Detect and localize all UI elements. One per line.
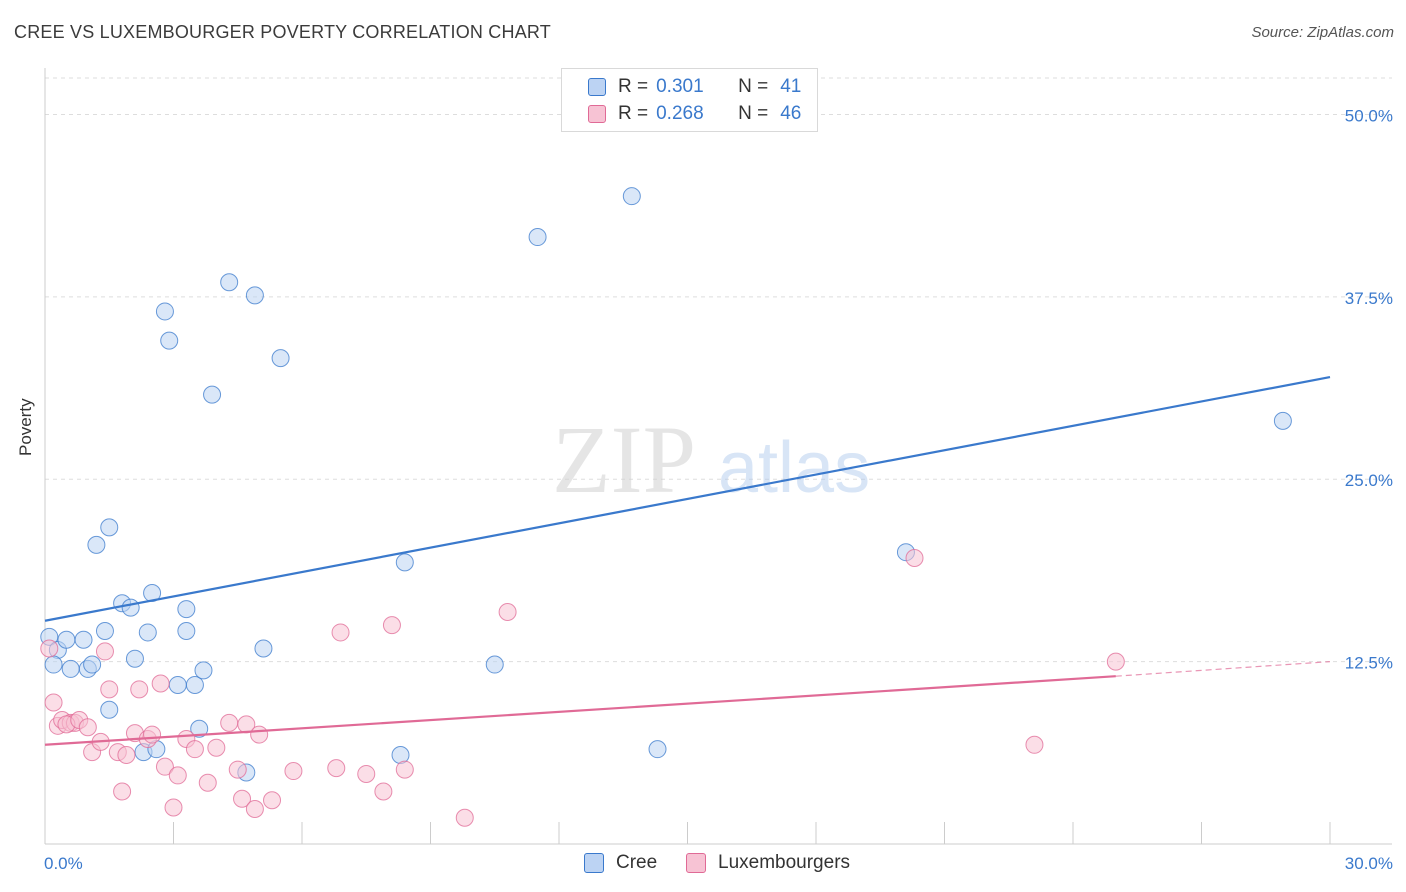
cree-point <box>177 600 196 619</box>
cree-point <box>220 273 239 292</box>
cree-point <box>61 659 80 678</box>
cree-point <box>528 228 547 247</box>
lux-point <box>327 759 346 778</box>
lux-point <box>455 808 474 827</box>
y-tick-label: 50.0% <box>1345 106 1393 125</box>
cree-point <box>194 661 213 680</box>
cree-point <box>485 655 504 674</box>
cree-point <box>168 675 187 694</box>
lux-point <box>185 740 204 759</box>
lux-point <box>905 549 924 568</box>
lux-point <box>331 623 350 642</box>
lux-point <box>78 718 97 737</box>
cree-point <box>177 621 196 640</box>
legend-n-value-cree: 41 <box>780 76 802 97</box>
lux-trend-extension <box>1115 661 1331 677</box>
legend-swatch-cree <box>588 78 606 96</box>
lux-point <box>1106 652 1125 671</box>
y-tick-label: 12.5% <box>1345 654 1393 673</box>
lux-point <box>155 757 174 776</box>
lux-point <box>130 680 149 699</box>
lux-point <box>44 693 63 712</box>
lux-point <box>164 798 183 817</box>
cree-point <box>395 553 414 572</box>
y-tick-label: 37.5% <box>1345 289 1393 308</box>
cree-point <box>100 700 119 719</box>
cree-point <box>138 623 157 642</box>
bottom-legend-label-cree: Cree <box>616 852 658 873</box>
bottom-legend-swatch-lux <box>686 853 706 873</box>
watermark-zip: ZIP <box>552 406 696 513</box>
legend-n-label: N = <box>738 103 769 124</box>
cree-point <box>160 331 179 350</box>
x-tick-label: 30.0% <box>1345 854 1393 873</box>
legend-r-label: R = <box>618 76 649 97</box>
lux-point <box>263 791 282 810</box>
cree-point <box>155 302 174 321</box>
cree-point <box>125 649 144 668</box>
legend-row-cree: R = 0.301 N = 41 <box>588 75 801 99</box>
lux-point <box>374 782 393 801</box>
source-label: Source: ZipAtlas.com <box>1251 24 1394 41</box>
legend-swatch-lux <box>588 105 606 123</box>
cree-point <box>254 639 273 658</box>
cree-point <box>203 385 222 404</box>
legend-r-label: R = <box>618 103 649 124</box>
cree-point <box>57 630 76 649</box>
legend-row-lux: R = 0.268 N = 46 <box>588 102 801 126</box>
cree-point <box>648 740 667 759</box>
legend-n-value-lux: 46 <box>780 103 802 124</box>
cree-point <box>1273 411 1292 430</box>
bottom-legend-swatch-cree <box>584 853 604 873</box>
cree-point <box>121 598 140 617</box>
cree-point <box>190 719 209 738</box>
cree-point <box>100 518 119 537</box>
lux-point <box>498 603 517 622</box>
y-tick-label: 25.0% <box>1345 471 1393 490</box>
lux-point <box>357 764 376 783</box>
cree-point <box>87 535 106 554</box>
lux-point <box>117 745 136 764</box>
lux-point <box>151 674 170 693</box>
lux-point <box>143 725 162 744</box>
lux-point <box>284 762 303 781</box>
cree-trend-line <box>44 376 1331 622</box>
lux-point <box>228 760 247 779</box>
lux-point <box>245 799 264 818</box>
legend-n-label: N = <box>738 76 769 97</box>
lux-point <box>40 639 59 658</box>
lux-point <box>395 760 414 779</box>
chart-title: CREE VS LUXEMBOURGER POVERTY CORRELATION… <box>14 22 551 42</box>
legend-r-value-lux: 0.268 <box>656 103 704 124</box>
cree-point <box>622 187 641 206</box>
lux-point <box>382 616 401 635</box>
bottom-legend-cree: Cree <box>584 852 657 874</box>
bottom-legend-label-lux: Luxembourgers <box>718 852 851 873</box>
cree-point <box>44 655 63 674</box>
lux-point <box>233 789 252 808</box>
lux-point <box>1025 735 1044 754</box>
lux-point <box>95 642 114 661</box>
bottom-legend-lux: Luxembourgers <box>686 852 850 874</box>
lux-point <box>207 738 226 757</box>
lux-point <box>168 766 187 785</box>
legend-r-value-cree: 0.301 <box>656 76 704 97</box>
cree-point <box>74 630 93 649</box>
lux-trend-line <box>44 675 1116 746</box>
cree-point <box>185 675 204 694</box>
x-tick-label: 0.0% <box>44 854 83 873</box>
lux-point <box>100 680 119 699</box>
lux-point <box>113 782 132 801</box>
cree-point <box>95 621 114 640</box>
lux-point <box>250 725 269 744</box>
lux-point <box>198 773 217 792</box>
lux-point <box>220 713 239 732</box>
cree-point <box>245 286 264 305</box>
cree-point <box>83 655 102 674</box>
correlation-legend: R = 0.301 N = 41 R = 0.268 N = 46 <box>561 68 818 132</box>
cree-point <box>271 349 290 368</box>
